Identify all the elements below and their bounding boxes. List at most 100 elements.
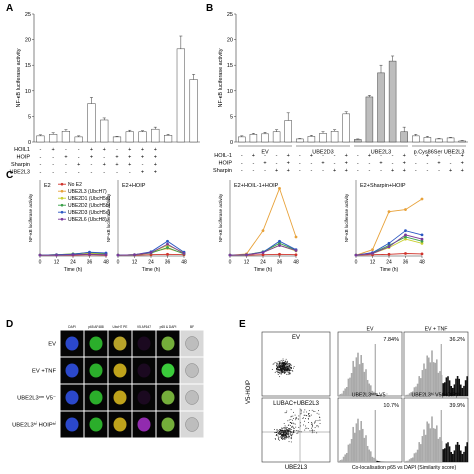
e-dot — [279, 370, 281, 371]
e-dot — [275, 438, 276, 440]
sign-cell: + — [449, 168, 452, 174]
e-dot — [300, 425, 302, 427]
e-hist-bin — [450, 451, 452, 462]
e-dot — [290, 434, 292, 436]
y-tick-label: 10 — [25, 89, 31, 95]
e-dot — [286, 369, 287, 371]
group-label: UBE2D3 — [312, 150, 333, 156]
e-hist-bin — [448, 380, 451, 396]
e-dot — [286, 435, 288, 437]
e-dot — [285, 358, 287, 360]
e-hist-bin — [378, 461, 380, 462]
sign-cell: - — [91, 162, 93, 168]
e-hist-bin — [444, 382, 446, 396]
bar — [412, 135, 420, 143]
e-hist-bin — [426, 421, 428, 462]
sign-cell: - — [322, 168, 324, 174]
e-dot — [286, 364, 288, 366]
e-dot — [311, 429, 313, 431]
e-hist-bin — [413, 453, 416, 462]
e-hist-bin — [354, 432, 356, 462]
e-dot — [278, 369, 279, 371]
e-dot — [319, 423, 321, 424]
e-dot — [284, 436, 286, 438]
bar — [61, 130, 71, 143]
e-dot — [281, 435, 283, 437]
e-dot — [285, 367, 287, 369]
e-hist-bin — [357, 418, 359, 462]
sign-cell: + — [461, 168, 464, 174]
e-dot — [292, 370, 293, 372]
bar — [435, 138, 443, 143]
e-dot — [288, 435, 290, 437]
e-hist-bin — [424, 434, 427, 462]
sign-cell: - — [91, 170, 93, 176]
e-dot — [314, 421, 316, 423]
e-dot — [282, 358, 284, 360]
e-dot — [313, 431, 315, 433]
e-dot — [319, 419, 321, 421]
bar — [307, 136, 316, 143]
e-dot — [284, 362, 286, 364]
e-dot — [290, 425, 291, 427]
e-dot — [283, 361, 285, 363]
e-hist-bin — [408, 393, 411, 396]
d-cell — [89, 417, 103, 432]
e-dot — [289, 367, 291, 369]
panel-letter-d: D — [6, 319, 13, 330]
panel-letter-a: A — [6, 3, 13, 14]
e-hist-bin — [338, 395, 340, 396]
e-dot-plot — [261, 331, 331, 397]
e-dot — [277, 432, 279, 434]
c-xtick-label: 48 — [293, 260, 299, 266]
e-hist-bin — [373, 457, 375, 462]
e-dot — [308, 414, 310, 416]
e-dot — [286, 367, 288, 369]
e-hist-title: EV — [367, 327, 374, 333]
bar — [87, 103, 96, 143]
bar — [365, 96, 374, 143]
e-hist-bin — [346, 386, 348, 396]
e-hist-percent: 36.2% — [449, 337, 465, 343]
d-channel-label: V5 AF647 — [137, 325, 151, 329]
e-dot — [308, 418, 309, 420]
d-cell — [65, 390, 79, 405]
sign-cell: + — [115, 162, 118, 168]
e-hist-bin — [366, 379, 369, 396]
e-dot — [281, 362, 283, 364]
e-dot — [277, 366, 279, 368]
e-dot — [285, 370, 287, 372]
sign-cell: - — [276, 161, 278, 167]
e-dot — [278, 369, 280, 371]
e-dot — [299, 422, 301, 424]
e-dot — [290, 430, 291, 432]
e-dot — [311, 424, 313, 426]
sign-cell: - — [334, 153, 336, 159]
e-dot — [280, 367, 282, 369]
e-dot — [293, 429, 295, 431]
e-hist-bin — [370, 451, 372, 462]
e-hist-bin — [453, 450, 456, 462]
sign-cell: - — [39, 170, 41, 176]
d-channel-label: BF — [190, 325, 194, 329]
e-dot — [311, 432, 313, 434]
e-dot — [280, 373, 282, 374]
e-hist-bin — [412, 457, 414, 462]
e-dot — [282, 363, 284, 365]
e-dot — [293, 367, 294, 369]
sign-cell: + — [154, 155, 157, 161]
sign-cell: - — [299, 168, 301, 174]
e-dot — [285, 428, 287, 430]
e-dot — [314, 427, 316, 429]
e-dot — [293, 432, 295, 434]
e-hist-bin — [352, 360, 354, 396]
e-dot — [283, 433, 285, 435]
c-point — [387, 252, 391, 256]
e-dot — [279, 362, 281, 364]
e-hist-bin — [341, 393, 343, 396]
c-point — [104, 253, 108, 257]
sign-cell: + — [103, 162, 106, 168]
c-point — [71, 253, 75, 257]
e-dot — [301, 410, 302, 412]
e-dot — [276, 429, 278, 431]
